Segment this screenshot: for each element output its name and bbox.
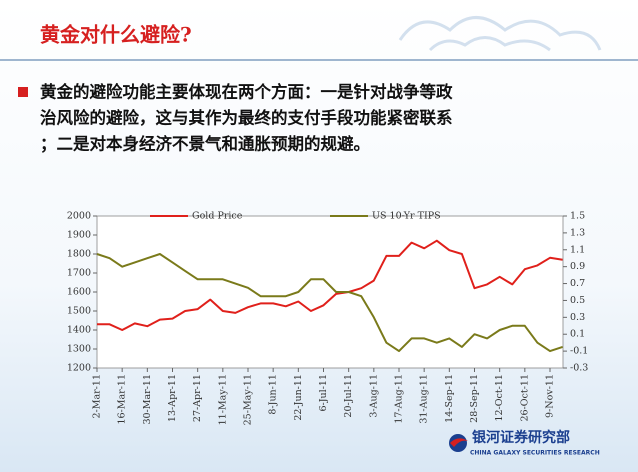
bullet-line: 治风险的避险，这与其作为最终的支付手段功能紧密联系 xyxy=(40,108,453,128)
x-tick-label: 2-Mar-11 xyxy=(92,374,103,419)
y2-tick-label: 0.7 xyxy=(570,278,585,289)
y2-tick-label: -0.3 xyxy=(570,363,588,374)
legend-label: Gold Price xyxy=(192,211,243,222)
logo-cn: 银河证券研究部 xyxy=(472,429,570,446)
logo-mark xyxy=(450,438,468,447)
plot-area xyxy=(97,216,563,368)
x-tick-label: 31-Aug-11 xyxy=(419,374,430,424)
legend-label: US 10-Yr TIPS xyxy=(372,211,441,222)
y2-tick-label: 0.3 xyxy=(570,312,585,323)
y2-tick-label: 0.9 xyxy=(570,261,585,272)
y-tick-label: 1400 xyxy=(67,325,91,336)
y2-tick-label: 1.1 xyxy=(570,244,585,255)
x-tick-label: 20-Jul-11 xyxy=(343,374,354,418)
bullet xyxy=(18,87,28,97)
x-tick-label: 26-Oct-11 xyxy=(519,374,530,422)
x-tick-label: 28-Sep-11 xyxy=(469,374,480,423)
y-tick-label: 1200 xyxy=(67,363,91,374)
x-tick-label: 25-May-11 xyxy=(243,374,254,425)
x-tick-label: 9-Nov-11 xyxy=(545,374,556,418)
bullet-line: ；二是对本身经济不景气和通胀预期的规避。 xyxy=(40,134,370,154)
x-tick-label: 13-Apr-11 xyxy=(167,374,178,422)
logo-mark xyxy=(449,434,467,452)
bullet-text: 黄金的避险功能主要体现在两个方面：一是针对战争等政 治风险的避险，这与其作为最终… xyxy=(40,82,453,154)
y-tick-label: 2000 xyxy=(67,211,91,222)
y-tick-label: 1800 xyxy=(67,249,91,260)
bullet-line: 黄金的避险功能主要体现在两个方面：一是针对战争等政 xyxy=(40,82,453,102)
x-tick-label: 8-Jun-11 xyxy=(268,374,279,415)
y2-tick-label: 0.1 xyxy=(570,329,585,340)
y2-tick-label: -0.1 xyxy=(570,346,588,357)
x-tick-label: 3-Aug-11 xyxy=(368,374,379,418)
chart: 1200 1300 1400 1500 1600 1700 1800 1900 2000 -0.3… xyxy=(67,211,589,426)
logo-en: CHINA GALAXY SECURITIES RESEARCH xyxy=(470,450,600,457)
series-line xyxy=(97,239,563,331)
y-tick-label: 1700 xyxy=(67,268,91,279)
series-line xyxy=(96,253,563,353)
y-tick-label: 1900 xyxy=(67,230,91,241)
x-tick-label: 11-May-11 xyxy=(217,374,228,425)
x-tick-label: 16-Mar-11 xyxy=(117,374,128,425)
x-tick-label: 12-Oct-11 xyxy=(494,374,505,422)
y2-tick-label: 0.5 xyxy=(570,295,585,306)
y-tick-label: 1500 xyxy=(67,306,91,317)
y-tick-label: 1300 xyxy=(67,344,91,355)
x-tick-label: 14-Sep-11 xyxy=(444,374,455,423)
x-tick-label: 6-Jul-11 xyxy=(318,374,329,412)
x-tick-label: 17-Aug-11 xyxy=(394,374,405,424)
slide-title: 黄金对什么避险? xyxy=(40,23,192,47)
y-tick-label: 1600 xyxy=(67,287,91,298)
y2-tick-label: 1.5 xyxy=(570,211,585,222)
x-tick-label: 22-Jun-11 xyxy=(293,374,304,421)
cloud-decoration xyxy=(398,16,602,52)
logo: 银河证券研究部 CHINA GALAXY SECURITIES RESEARCH xyxy=(449,429,600,457)
x-tick-label: 30-Mar-11 xyxy=(142,374,153,425)
y2-tick-label: 1.3 xyxy=(570,227,585,238)
x-tick-label: 27-Apr-11 xyxy=(192,374,203,422)
